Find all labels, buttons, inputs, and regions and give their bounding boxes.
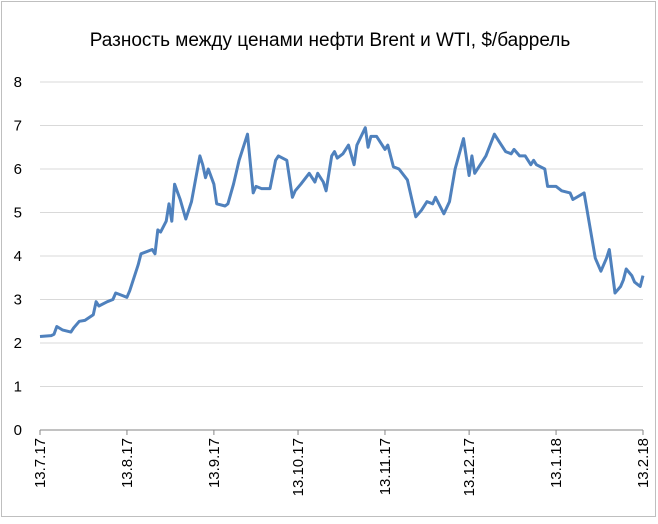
x-tick-label: 13.1.18 (548, 438, 565, 488)
y-tick-label: 7 (14, 118, 22, 135)
y-tick-label: 8 (14, 74, 22, 91)
data-line (39, 126, 645, 338)
x-tick-label: 13.10.17 (290, 438, 307, 496)
y-tick-label: 1 (14, 379, 22, 396)
y-tick-label: 4 (14, 248, 22, 265)
x-tick-label: 13.7.17 (32, 438, 49, 488)
x-tick-label: 13.9.17 (206, 438, 223, 488)
x-tick-label: 13.2.18 (635, 438, 652, 488)
y-tick-label: 6 (14, 161, 22, 178)
x-tick-label: 13.12.17 (461, 438, 478, 496)
y-tick-label: 3 (14, 292, 22, 309)
y-tick-label: 0 (14, 422, 22, 439)
x-tick-label: 13.8.17 (119, 438, 136, 488)
x-tick-label: 13.11.17 (377, 438, 394, 495)
y-tick-label: 2 (14, 335, 22, 352)
chart-title: Разность между ценами нефти Brent и WTI,… (90, 30, 571, 51)
y-tick-label: 5 (14, 205, 22, 222)
